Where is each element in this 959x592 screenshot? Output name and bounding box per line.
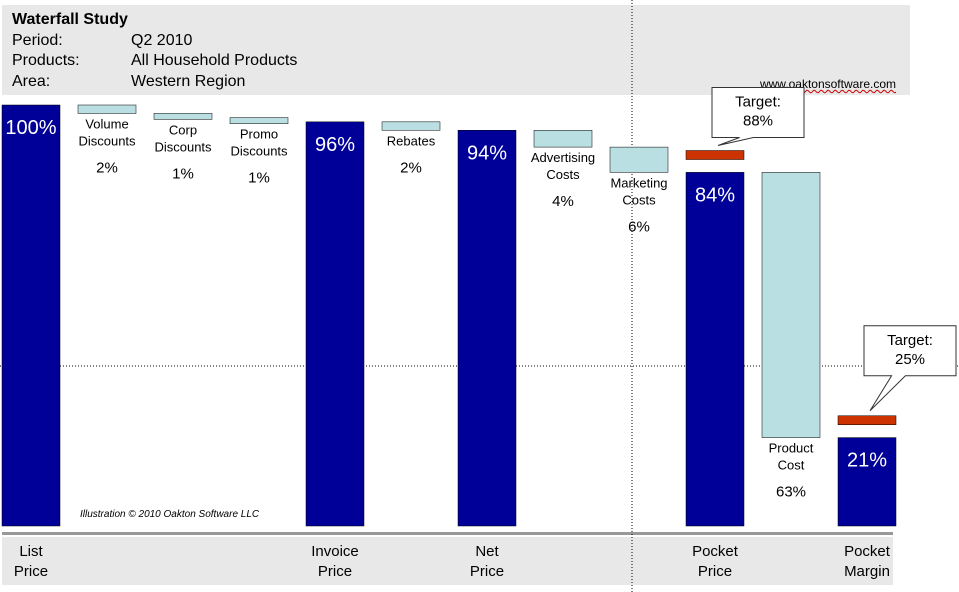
period-value: Q2 2010 — [131, 32, 193, 49]
drop-bar-name-label: Discounts — [78, 133, 136, 148]
drop-bar-value-label: 2% — [96, 159, 118, 176]
category-label: Pocket — [692, 543, 739, 560]
drop-bar — [381, 121, 441, 131]
drop-bar-name-label: Costs — [546, 167, 580, 182]
total-bar — [457, 130, 517, 527]
category-label: Invoice — [311, 543, 359, 560]
total-bar-value-label: 84% — [695, 184, 735, 206]
drop-bar — [761, 172, 821, 438]
target-callout-label: Target: — [887, 332, 933, 349]
drop-bar-value-label: 4% — [552, 193, 574, 210]
drop-bar-name-label: Rebates — [387, 133, 436, 148]
drop-bar-value-label: 1% — [172, 165, 194, 182]
drop-bar — [609, 146, 669, 173]
category-label: Price — [14, 563, 48, 580]
total-bar-value-label: 100% — [5, 117, 56, 139]
target-callout-label: Target: — [735, 94, 781, 111]
area-label: Area: — [12, 73, 51, 90]
drop-bar — [533, 130, 593, 148]
target-callout-label: 25% — [895, 351, 925, 368]
total-bar — [1, 104, 61, 527]
category-label: Margin — [844, 563, 890, 580]
drop-bar-value-label: 2% — [400, 159, 422, 176]
period-label: Period: — [12, 32, 63, 49]
drop-bar-name-label: Cost — [778, 458, 805, 473]
header-panel: Waterfall Study Period: Q2 2010 Products… — [2, 5, 910, 95]
drop-bar-name-label: Marketing — [610, 175, 667, 190]
drop-bar-name-label: Discounts — [230, 144, 288, 159]
total-bar — [685, 172, 745, 527]
category-label: List — [19, 543, 43, 560]
category-label: Price — [318, 563, 352, 580]
products-label: Products: — [12, 52, 80, 69]
drop-bar-name-label: Corp — [169, 122, 197, 137]
target-callout — [863, 325, 957, 412]
category-label: Net — [475, 543, 499, 560]
target-callout-label: 88% — [743, 113, 773, 130]
drop-bar-name-label: Promo — [240, 127, 278, 142]
category-band — [2, 537, 893, 585]
category-label: Price — [470, 563, 504, 580]
drop-bar-name-label: Volume — [85, 116, 128, 131]
drop-bar-value-label: 6% — [628, 218, 650, 235]
total-bar-value-label: 94% — [467, 142, 507, 164]
drop-bar-name-label: Product — [769, 441, 814, 456]
drop-bar — [229, 117, 289, 124]
drop-bar-name-label: Advertising — [531, 150, 595, 165]
category-label: Price — [698, 563, 732, 580]
drop-bar — [153, 113, 213, 120]
total-bar-value-label: 21% — [847, 450, 887, 472]
x-axis-line — [2, 532, 893, 535]
drop-bar-value-label: 1% — [248, 170, 270, 187]
area-value: Western Region — [131, 73, 246, 90]
products-value: All Household Products — [131, 52, 298, 69]
copyright-annotation: Illustration © 2010 Oakton Software LLC — [80, 509, 260, 520]
drop-bar-name-label: Discounts — [154, 139, 212, 154]
category-label: Pocket — [844, 543, 891, 560]
target-marker — [837, 415, 897, 425]
target-callout — [711, 87, 805, 147]
total-bar-value-label: 96% — [315, 134, 355, 156]
total-bar — [837, 437, 897, 527]
total-bar — [305, 121, 365, 527]
target-marker — [685, 150, 745, 160]
drop-bar-name-label: Costs — [622, 192, 656, 207]
drop-bar — [77, 104, 137, 114]
drop-bar-value-label: 63% — [776, 484, 806, 501]
chart-title: Waterfall Study — [12, 11, 128, 28]
